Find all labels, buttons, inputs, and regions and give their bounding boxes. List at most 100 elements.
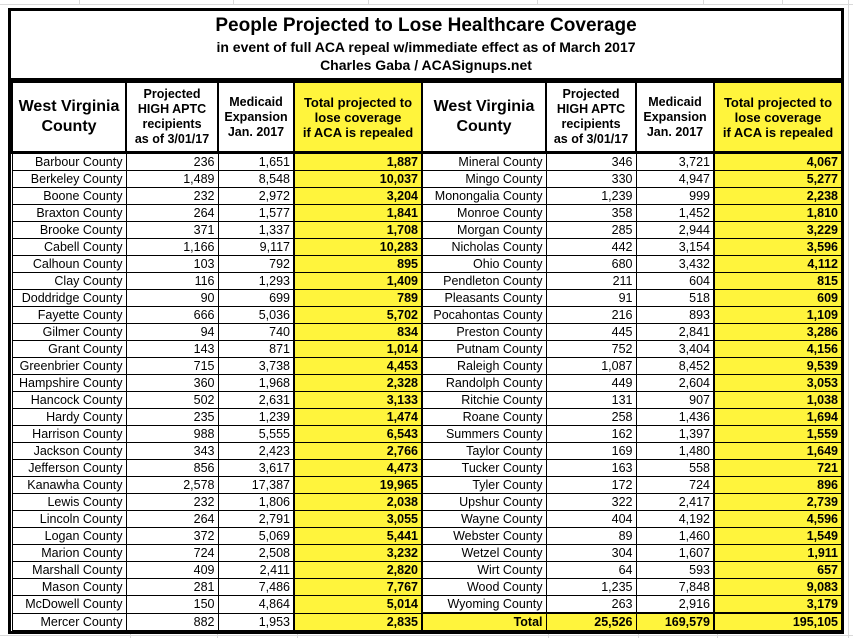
aptc-cell: 330 <box>545 170 637 188</box>
medicaid-cell: 1,577 <box>217 204 295 222</box>
county-cell: Hardy County <box>11 408 127 426</box>
medicaid-cell: 1,397 <box>635 425 715 443</box>
county-cell: Hampshire County <box>11 374 127 392</box>
aptc-cell: 162 <box>545 425 637 443</box>
medicaid-cell: 2,604 <box>635 374 715 392</box>
aptc-cell: 1,087 <box>545 357 637 375</box>
aptc-cell: 724 <box>125 544 219 562</box>
medicaid-cell: 893 <box>635 306 715 324</box>
table-row: Mercer County 882 1,953 2,835 Total 25,526 169… <box>11 612 843 631</box>
grid-line-bottom <box>0 635 853 636</box>
medicaid-cell: 593 <box>635 561 715 579</box>
medicaid-cell: 5,036 <box>217 306 295 324</box>
aptc-cell: 150 <box>125 595 219 614</box>
medicaid-cell: 17,387 <box>217 476 295 494</box>
total-cell: 4,067 <box>713 152 843 171</box>
table-row: Lincoln County 264 2,791 3,055 Wayne County 4… <box>11 510 843 528</box>
aptc-cell: 404 <box>545 510 637 528</box>
header-aptc-left: Projected HIGH APTC recipients as of 3/0… <box>125 81 219 154</box>
aptc-cell: 263 <box>545 595 637 614</box>
medicaid-cell: 3,617 <box>217 459 295 477</box>
medicaid-cell: 999 <box>635 187 715 205</box>
county-cell: Brooke County <box>11 221 127 239</box>
medicaid-cell: 724 <box>635 476 715 494</box>
aptc-cell: 235 <box>125 408 219 426</box>
table-row: Logan County 372 5,069 5,441 Webster County 8… <box>11 527 843 545</box>
total-cell: 1,649 <box>713 442 843 460</box>
county-cell: Wyoming County <box>421 595 547 614</box>
aptc-cell: 264 <box>125 204 219 222</box>
aptc-cell: 89 <box>545 527 637 545</box>
county-cell: Tucker County <box>421 459 547 477</box>
medicaid-cell: 4,192 <box>635 510 715 528</box>
medicaid-cell: 2,411 <box>217 561 295 579</box>
total-cell: 1,708 <box>293 221 423 239</box>
medicaid-cell: 1,953 <box>217 612 295 631</box>
total-cell: 5,014 <box>293 595 423 614</box>
county-cell: Ritchie County <box>421 391 547 409</box>
total-cell: 1,841 <box>293 204 423 222</box>
total-cell: 3,229 <box>713 221 843 239</box>
medicaid-cell: 5,069 <box>217 527 295 545</box>
table-title: People Projected to Lose Healthcare Cove… <box>215 15 637 36</box>
medicaid-cell: 792 <box>217 255 295 273</box>
aptc-cell: 680 <box>545 255 637 273</box>
county-cell: Barbour County <box>11 152 127 171</box>
grand-total-label-cell: Total <box>421 612 547 631</box>
county-cell: Tyler County <box>421 476 547 494</box>
total-cell: 3,055 <box>293 510 423 528</box>
total-cell: 9,539 <box>713 357 843 375</box>
grid-tick <box>368 0 369 5</box>
aptc-cell: 143 <box>125 340 219 358</box>
total-cell: 1,911 <box>713 544 843 562</box>
table-row: Fayette County 666 5,036 5,702 Pocahontas Co… <box>11 306 843 324</box>
county-cell: Wood County <box>421 578 547 596</box>
total-cell: 3,053 <box>713 374 843 392</box>
total-cell: 1,409 <box>293 272 423 290</box>
aptc-cell: 304 <box>545 544 637 562</box>
county-cell: Randolph County <box>421 374 547 392</box>
medicaid-cell: 1,480 <box>635 442 715 460</box>
total-cell: 815 <box>713 272 843 290</box>
county-cell: Boone County <box>11 187 127 205</box>
aptc-cell: 91 <box>545 289 637 307</box>
aptc-cell: 90 <box>125 289 219 307</box>
table-row: Hardy County 235 1,239 1,474 Roane County 258… <box>11 408 843 426</box>
aptc-cell: 360 <box>125 374 219 392</box>
medicaid-cell: 3,154 <box>635 238 715 256</box>
aptc-cell: 372 <box>125 527 219 545</box>
header-county-right: West Virginia County <box>421 81 547 154</box>
county-cell: Putnam County <box>421 340 547 358</box>
table-row: Kanawha County 2,578 17,387 19,965 Tyler Cou… <box>11 476 843 494</box>
medicaid-cell: 2,423 <box>217 442 295 460</box>
header-aptc-right: Projected HIGH APTC recipients as of 3/0… <box>545 81 637 154</box>
total-cell: 10,283 <box>293 238 423 256</box>
table-row: Hancock County 502 2,631 3,133 Ritchie Count… <box>11 391 843 409</box>
table-row: Greenbrier County 715 3,738 4,453 Raleigh Co… <box>11 357 843 375</box>
aptc-cell: 281 <box>125 578 219 596</box>
total-cell: 1,694 <box>713 408 843 426</box>
county-cell: Upshur County <box>421 493 547 511</box>
total-cell: 609 <box>713 289 843 307</box>
medicaid-cell: 4,947 <box>635 170 715 188</box>
county-cell: Braxton County <box>11 204 127 222</box>
table-row: Cabell County 1,166 9,117 10,283 Nicholas Co… <box>11 238 843 256</box>
aptc-cell: 285 <box>545 221 637 239</box>
aptc-cell: 264 <box>125 510 219 528</box>
aptc-cell: 371 <box>125 221 219 239</box>
aptc-cell: 343 <box>125 442 219 460</box>
aptc-cell: 1,166 <box>125 238 219 256</box>
aptc-cell: 94 <box>125 323 219 341</box>
aptc-cell: 172 <box>545 476 637 494</box>
county-cell: Roane County <box>421 408 547 426</box>
grid-tick <box>79 0 80 5</box>
medicaid-cell: 604 <box>635 272 715 290</box>
medicaid-cell: 558 <box>635 459 715 477</box>
total-cell: 2,038 <box>293 493 423 511</box>
medicaid-cell: 3,721 <box>635 152 715 171</box>
total-cell: 10,037 <box>293 170 423 188</box>
county-cell: Berkeley County <box>11 170 127 188</box>
total-cell: 3,596 <box>713 238 843 256</box>
total-cell: 5,441 <box>293 527 423 545</box>
aptc-cell: 1,239 <box>545 187 637 205</box>
